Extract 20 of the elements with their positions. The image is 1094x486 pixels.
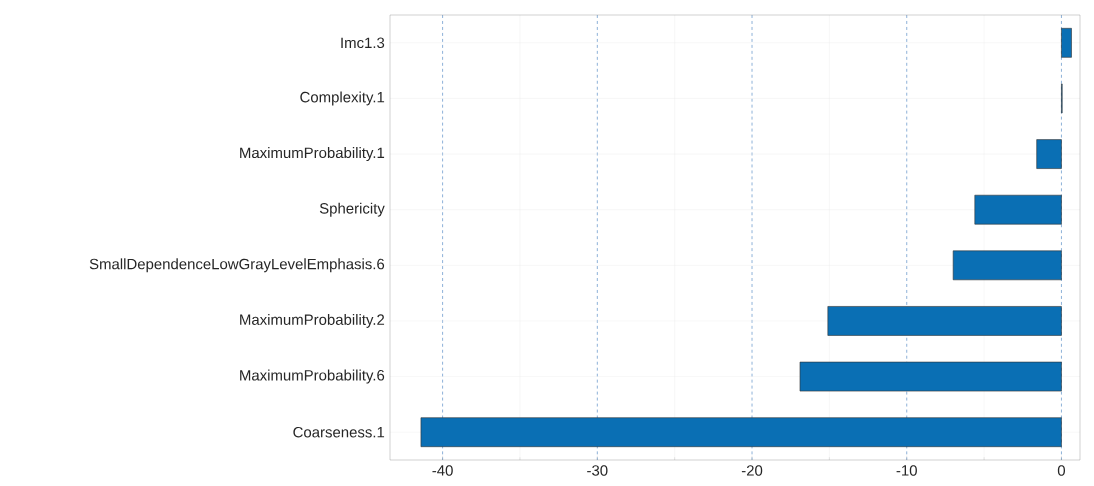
y-tick-label: MaximumProbability.1 bbox=[240, 147, 385, 162]
y-tick-label: Coarseness.1 bbox=[293, 426, 385, 438]
bar bbox=[1061, 28, 1072, 58]
x-tick-label: -40 bbox=[432, 465, 453, 476]
bar bbox=[799, 361, 1062, 392]
y-tick-label: MaximumProbability.2 bbox=[240, 313, 385, 328]
y-tick-label: MaximumProbability.6 bbox=[240, 369, 385, 384]
x-tick-label: 0 bbox=[1057, 465, 1066, 476]
y-tick-label: Complexity.1 bbox=[300, 91, 385, 106]
x-tick-label: -30 bbox=[587, 465, 608, 476]
bar bbox=[1036, 139, 1062, 169]
bar bbox=[952, 250, 1062, 281]
x-tick-label: -20 bbox=[741, 465, 763, 476]
bar bbox=[420, 417, 1062, 447]
y-tick-label: SmallDependenceLowGrayLevelEmphasis.6 bbox=[89, 258, 385, 273]
bar bbox=[974, 194, 1062, 225]
bar bbox=[827, 306, 1062, 336]
y-tick-label: Imc1.3 bbox=[341, 37, 385, 49]
y-tick-label: Sphericity bbox=[319, 202, 385, 217]
x-tick-label: -10 bbox=[896, 465, 917, 476]
